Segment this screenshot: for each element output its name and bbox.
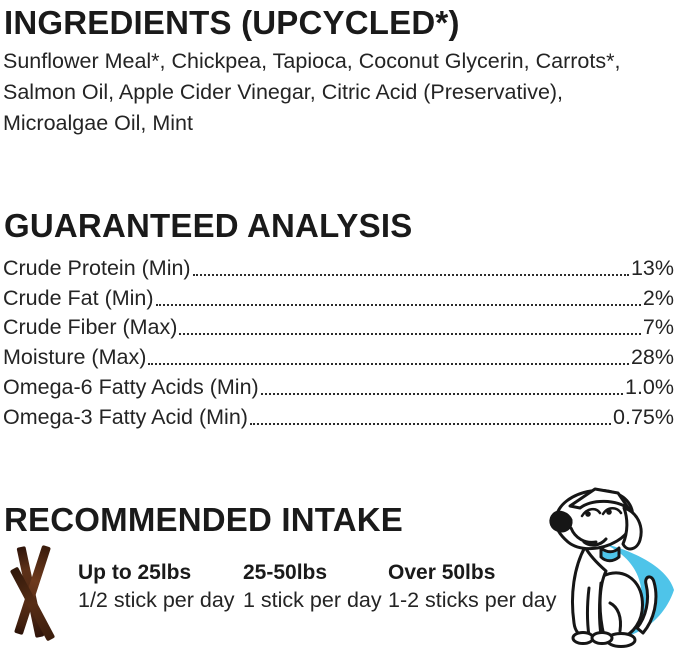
blue-swoosh-shape (602, 543, 674, 638)
analysis-value: 2% (642, 285, 674, 310)
dot-leader (249, 422, 612, 425)
analysis-label: Crude Fiber (Max) (3, 315, 178, 340)
intake-serving-size: 1 stick per day (243, 588, 382, 612)
treat-sticks-icon (4, 542, 70, 646)
intake-weight-range: Over 50lbs (388, 561, 496, 584)
analysis-value: 1.0% (624, 374, 674, 399)
analysis-row: Crude Fat (Min) 2% (3, 281, 674, 311)
analysis-label: Crude Protein (Min) (3, 255, 191, 280)
ingredients-line: Salmon Oil, Apple Cider Vinegar, Citric … (3, 80, 564, 104)
dot-leader (192, 273, 629, 276)
analysis-value: 7% (642, 315, 674, 340)
intake-column-large-dog: Over 50lbs 1-2 sticks per day (388, 560, 556, 616)
guaranteed-analysis-table: Crude Protein (Min) 13% Crude Fat (Min) … (3, 251, 674, 430)
analysis-label: Crude Fat (Min) (3, 285, 154, 310)
intake-weight-range: Up to 25lbs (78, 561, 192, 584)
analysis-label: Omega-6 Fatty Acids (Min) (3, 374, 259, 399)
analysis-value: 13% (630, 255, 674, 280)
analysis-row: Omega-3 Fatty Acid (Min) 0.75% (3, 400, 674, 430)
analysis-row: Crude Protein (Min) 13% (3, 251, 674, 281)
dot-leader (155, 303, 641, 306)
analysis-value: 28% (630, 345, 674, 370)
dot-leader (179, 333, 641, 336)
intake-serving-size: 1-2 sticks per day (388, 588, 557, 612)
cartoon-dog-icon (549, 487, 674, 648)
analysis-row: Crude Fiber (Max) 7% (3, 311, 674, 341)
intake-weight-range: 25-50lbs (243, 561, 328, 584)
ingredients-list: Sunflower Meal*, Chickpea, Tapioca, Coco… (3, 46, 668, 139)
ingredients-line: Sunflower Meal*, Chickpea, Tapioca, Coco… (3, 49, 621, 73)
intake-column-small-dog: Up to 25lbs 1/2 stick per day (78, 560, 235, 616)
ingredients-section-title: INGREDIENTS (UPCYCLED*) (4, 4, 460, 41)
analysis-label: Omega-3 Fatty Acid (Min) (3, 404, 248, 429)
analysis-value: 0.75% (613, 404, 674, 429)
ingredients-line: Microalgae Oil, Mint (3, 111, 193, 135)
analysis-row: Moisture (Max) 28% (3, 340, 674, 370)
recommended-intake-section-title: RECOMMENDED INTAKE (4, 501, 403, 538)
dot-leader (148, 363, 629, 366)
analysis-label: Moisture (Max) (3, 345, 147, 370)
dot-leader (260, 392, 623, 395)
intake-column-medium-dog: 25-50lbs 1 stick per day (243, 560, 382, 616)
analysis-row: Omega-6 Fatty Acids (Min) 1.0% (3, 370, 674, 400)
guaranteed-analysis-section-title: GUARANTEED ANALYSIS (4, 207, 413, 244)
intake-serving-size: 1/2 stick per day (78, 588, 235, 612)
